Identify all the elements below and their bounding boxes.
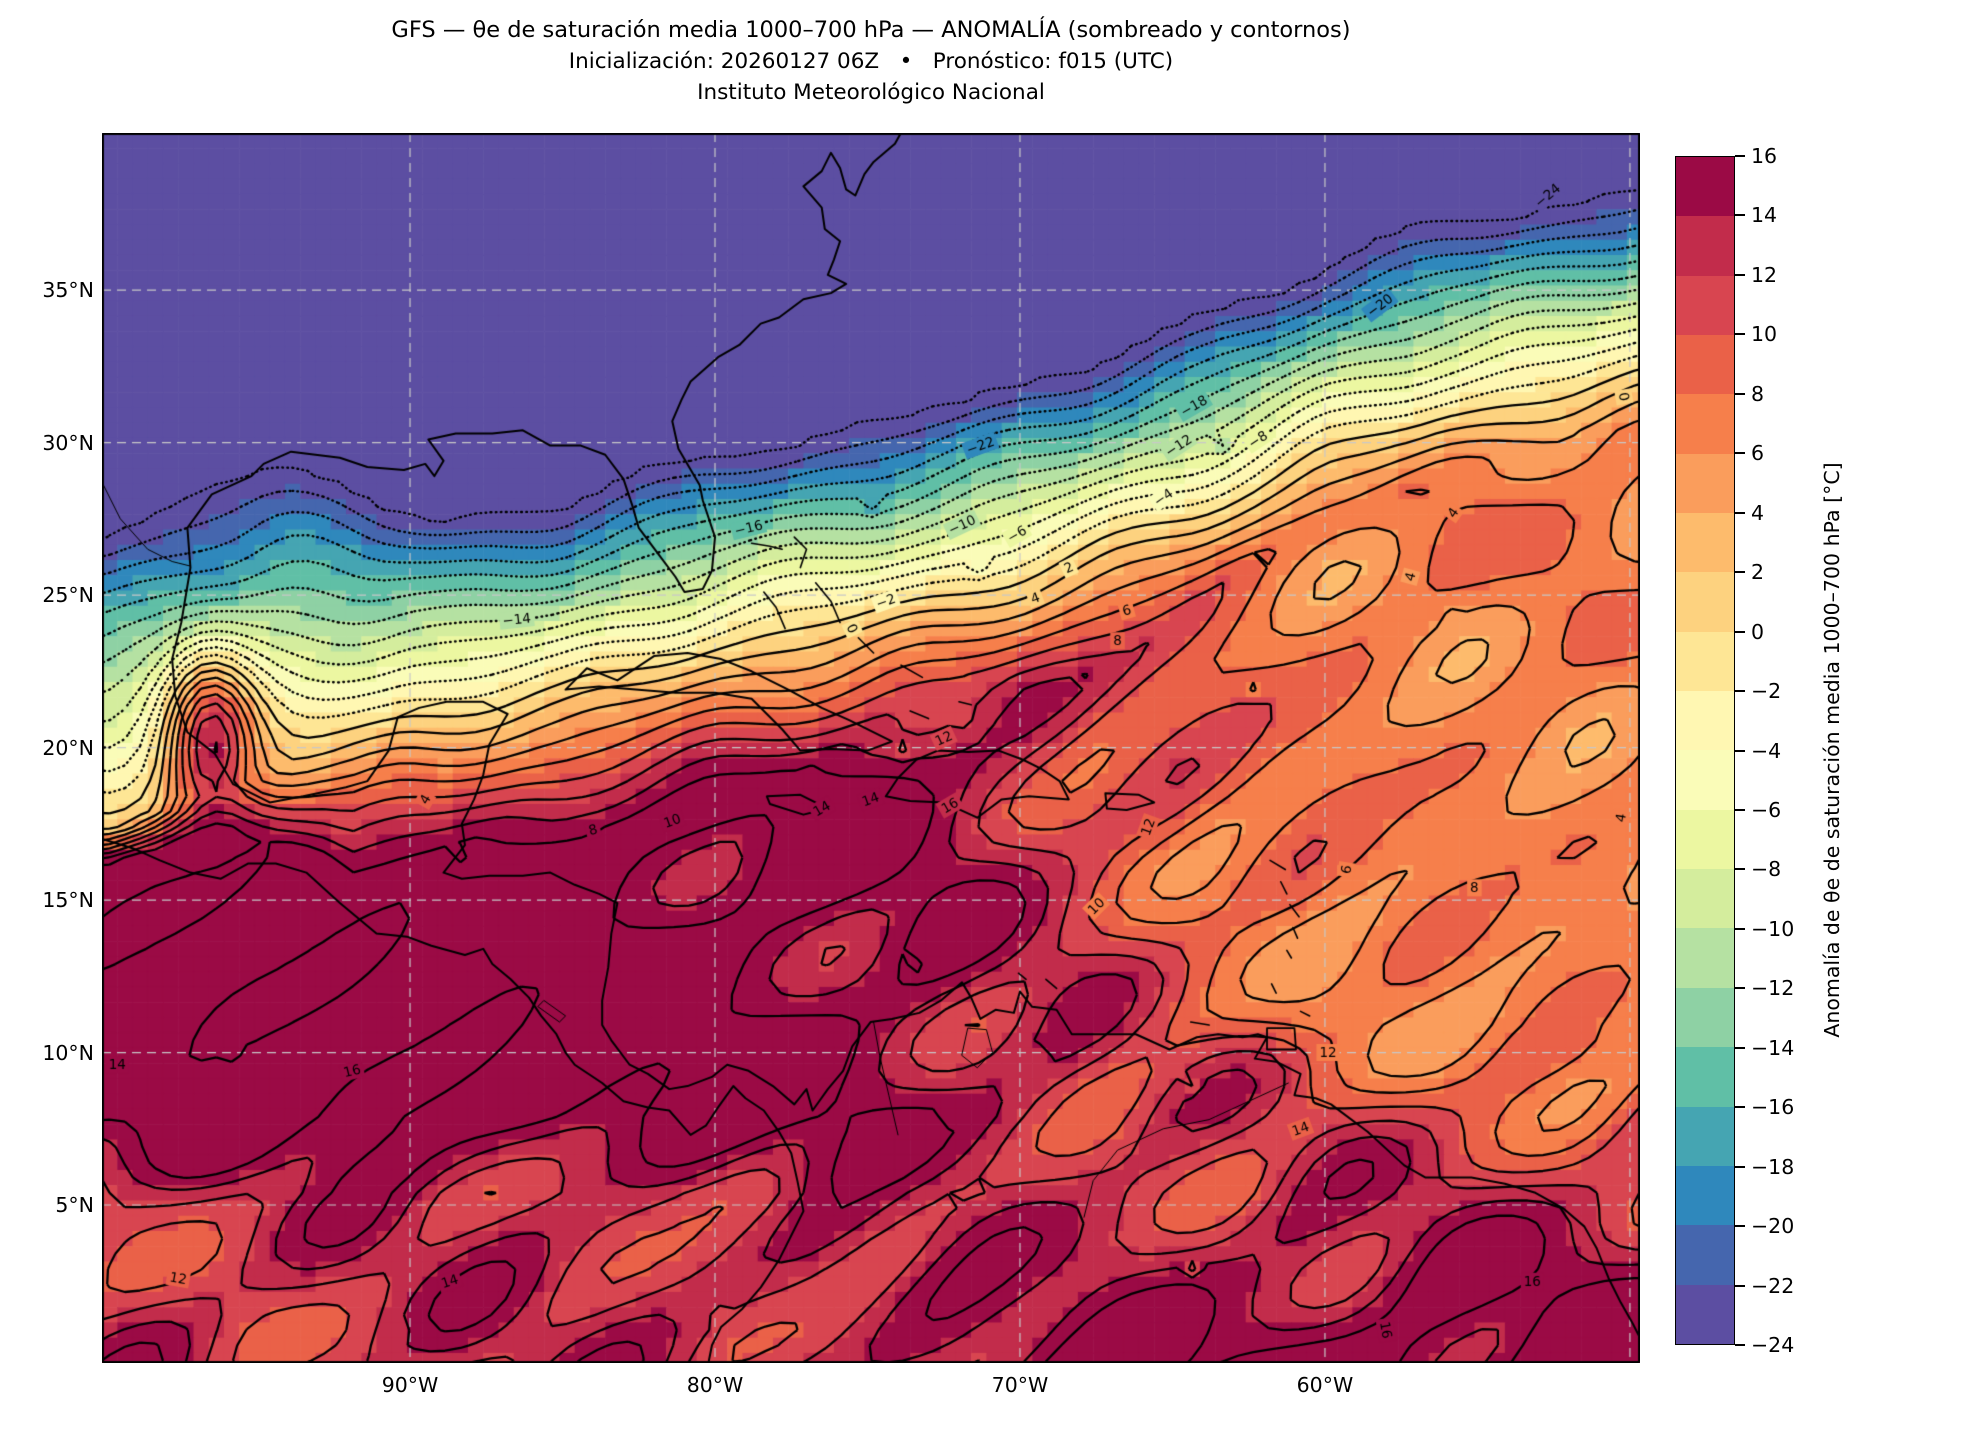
colorbar-segment <box>1676 631 1734 692</box>
colorbar-tick-label: 16 <box>1751 144 1778 168</box>
colorbar <box>1675 156 1735 1345</box>
anomaly-contour-map-canvas <box>102 133 1640 1363</box>
colorbar-tick-mark <box>1735 214 1745 217</box>
y-tick-5°N: 5°N <box>55 1193 94 1218</box>
colorbar-tick-label: −12 <box>1751 976 1795 1001</box>
colorbar-segment <box>1676 691 1734 751</box>
colorbar-tick-mark <box>1735 690 1745 693</box>
colorbar-segment <box>1676 1047 1734 1107</box>
colorbar-tick-label: −14 <box>1751 1035 1795 1060</box>
colorbar-segment <box>1676 394 1734 454</box>
colorbar-tick-label: −18 <box>1751 1154 1795 1179</box>
colorbar-tick-mark <box>1735 333 1745 336</box>
colorbar-segment <box>1676 1284 1734 1344</box>
colorbar-segment <box>1676 1225 1734 1285</box>
colorbar-segment <box>1676 1165 1734 1226</box>
colorbar-tick-label: −24 <box>1751 1333 1795 1357</box>
colorbar-tick-mark <box>1735 749 1745 752</box>
x-tick-60°W: 60°W <box>1296 1373 1354 1397</box>
y-tick-30°N: 30°N <box>42 430 94 455</box>
figure-title-block: GFS — θe de saturación media 1000–700 hP… <box>102 14 1640 108</box>
colorbar-segment <box>1676 216 1734 276</box>
colorbar-tick-label: 2 <box>1751 560 1765 585</box>
colorbar-segment <box>1676 1106 1734 1166</box>
colorbar-segment <box>1676 275 1734 336</box>
y-tick-25°N: 25°N <box>42 583 94 608</box>
colorbar-tick-mark <box>1735 511 1745 514</box>
colorbar-tick-label: −2 <box>1751 679 1782 704</box>
colorbar-tick-mark <box>1735 927 1745 930</box>
colorbar-tick-mark <box>1735 1046 1745 1049</box>
colorbar-tick-mark <box>1735 1225 1745 1228</box>
colorbar-segment <box>1676 869 1734 929</box>
colorbar-tick-mark <box>1735 1284 1745 1287</box>
colorbar-tick-label: −6 <box>1751 797 1782 822</box>
colorbar-tick-mark <box>1735 452 1745 455</box>
figure-org-line: Instituto Meteorológico Nacional <box>697 80 1045 105</box>
colorbar-tick-label: −16 <box>1751 1095 1795 1120</box>
colorbar-segment <box>1676 928 1734 988</box>
figure-title: GFS — θe de saturación media 1000–700 hP… <box>391 17 1351 43</box>
colorbar-tick-label: −10 <box>1751 916 1795 941</box>
colorbar-tick-mark <box>1735 1344 1745 1346</box>
colorbar-tick-label: −22 <box>1751 1273 1795 1298</box>
colorbar-segment <box>1676 513 1734 573</box>
y-tick-15°N: 15°N <box>42 888 94 913</box>
colorbar-tick-mark <box>1735 808 1745 811</box>
colorbar-tick-mark <box>1735 1106 1745 1109</box>
colorbar-tick-label: 8 <box>1751 381 1765 406</box>
x-tick-70°W: 70°W <box>991 1373 1049 1397</box>
colorbar-tick-mark <box>1735 987 1745 990</box>
colorbar-segment <box>1676 987 1734 1048</box>
colorbar-segment <box>1676 157 1734 217</box>
y-tick-10°N: 10°N <box>42 1040 94 1065</box>
colorbar-tick-label: 6 <box>1751 441 1765 466</box>
figure-subtitle-init-forecast: Inicialización: 20260127 06Z • Pronóstic… <box>568 49 1174 74</box>
colorbar-tick-mark <box>1735 155 1745 157</box>
colorbar-tick-label: −20 <box>1751 1214 1795 1239</box>
colorbar-tick-mark <box>1735 571 1745 574</box>
colorbar-tick-mark <box>1735 1165 1745 1168</box>
colorbar-tick-mark <box>1735 630 1745 633</box>
x-tick-80°W: 80°W <box>686 1373 744 1397</box>
colorbar-segment <box>1676 809 1734 870</box>
colorbar-segment <box>1676 750 1734 810</box>
colorbar-tick-mark <box>1735 273 1745 276</box>
colorbar-tick-label: 0 <box>1751 619 1765 644</box>
colorbar-tick-label: −4 <box>1751 738 1782 763</box>
colorbar-tick-mark <box>1735 868 1745 871</box>
colorbar-tick-label: 10 <box>1751 322 1778 347</box>
y-tick-35°N: 35°N <box>42 278 94 303</box>
colorbar-segment <box>1676 453 1734 514</box>
map-plot-area <box>102 133 1640 1363</box>
y-tick-20°N: 20°N <box>42 735 94 760</box>
x-tick-90°W: 90°W <box>381 1373 439 1397</box>
colorbar-segment <box>1676 335 1734 395</box>
colorbar-segment <box>1676 572 1734 632</box>
colorbar-tick-label: −8 <box>1751 857 1782 882</box>
colorbar-tick-label: 14 <box>1751 203 1778 228</box>
colorbar-tick-label: 4 <box>1751 500 1765 525</box>
colorbar-tick-mark <box>1735 392 1745 395</box>
colorbar-tick-label: 12 <box>1751 262 1778 287</box>
